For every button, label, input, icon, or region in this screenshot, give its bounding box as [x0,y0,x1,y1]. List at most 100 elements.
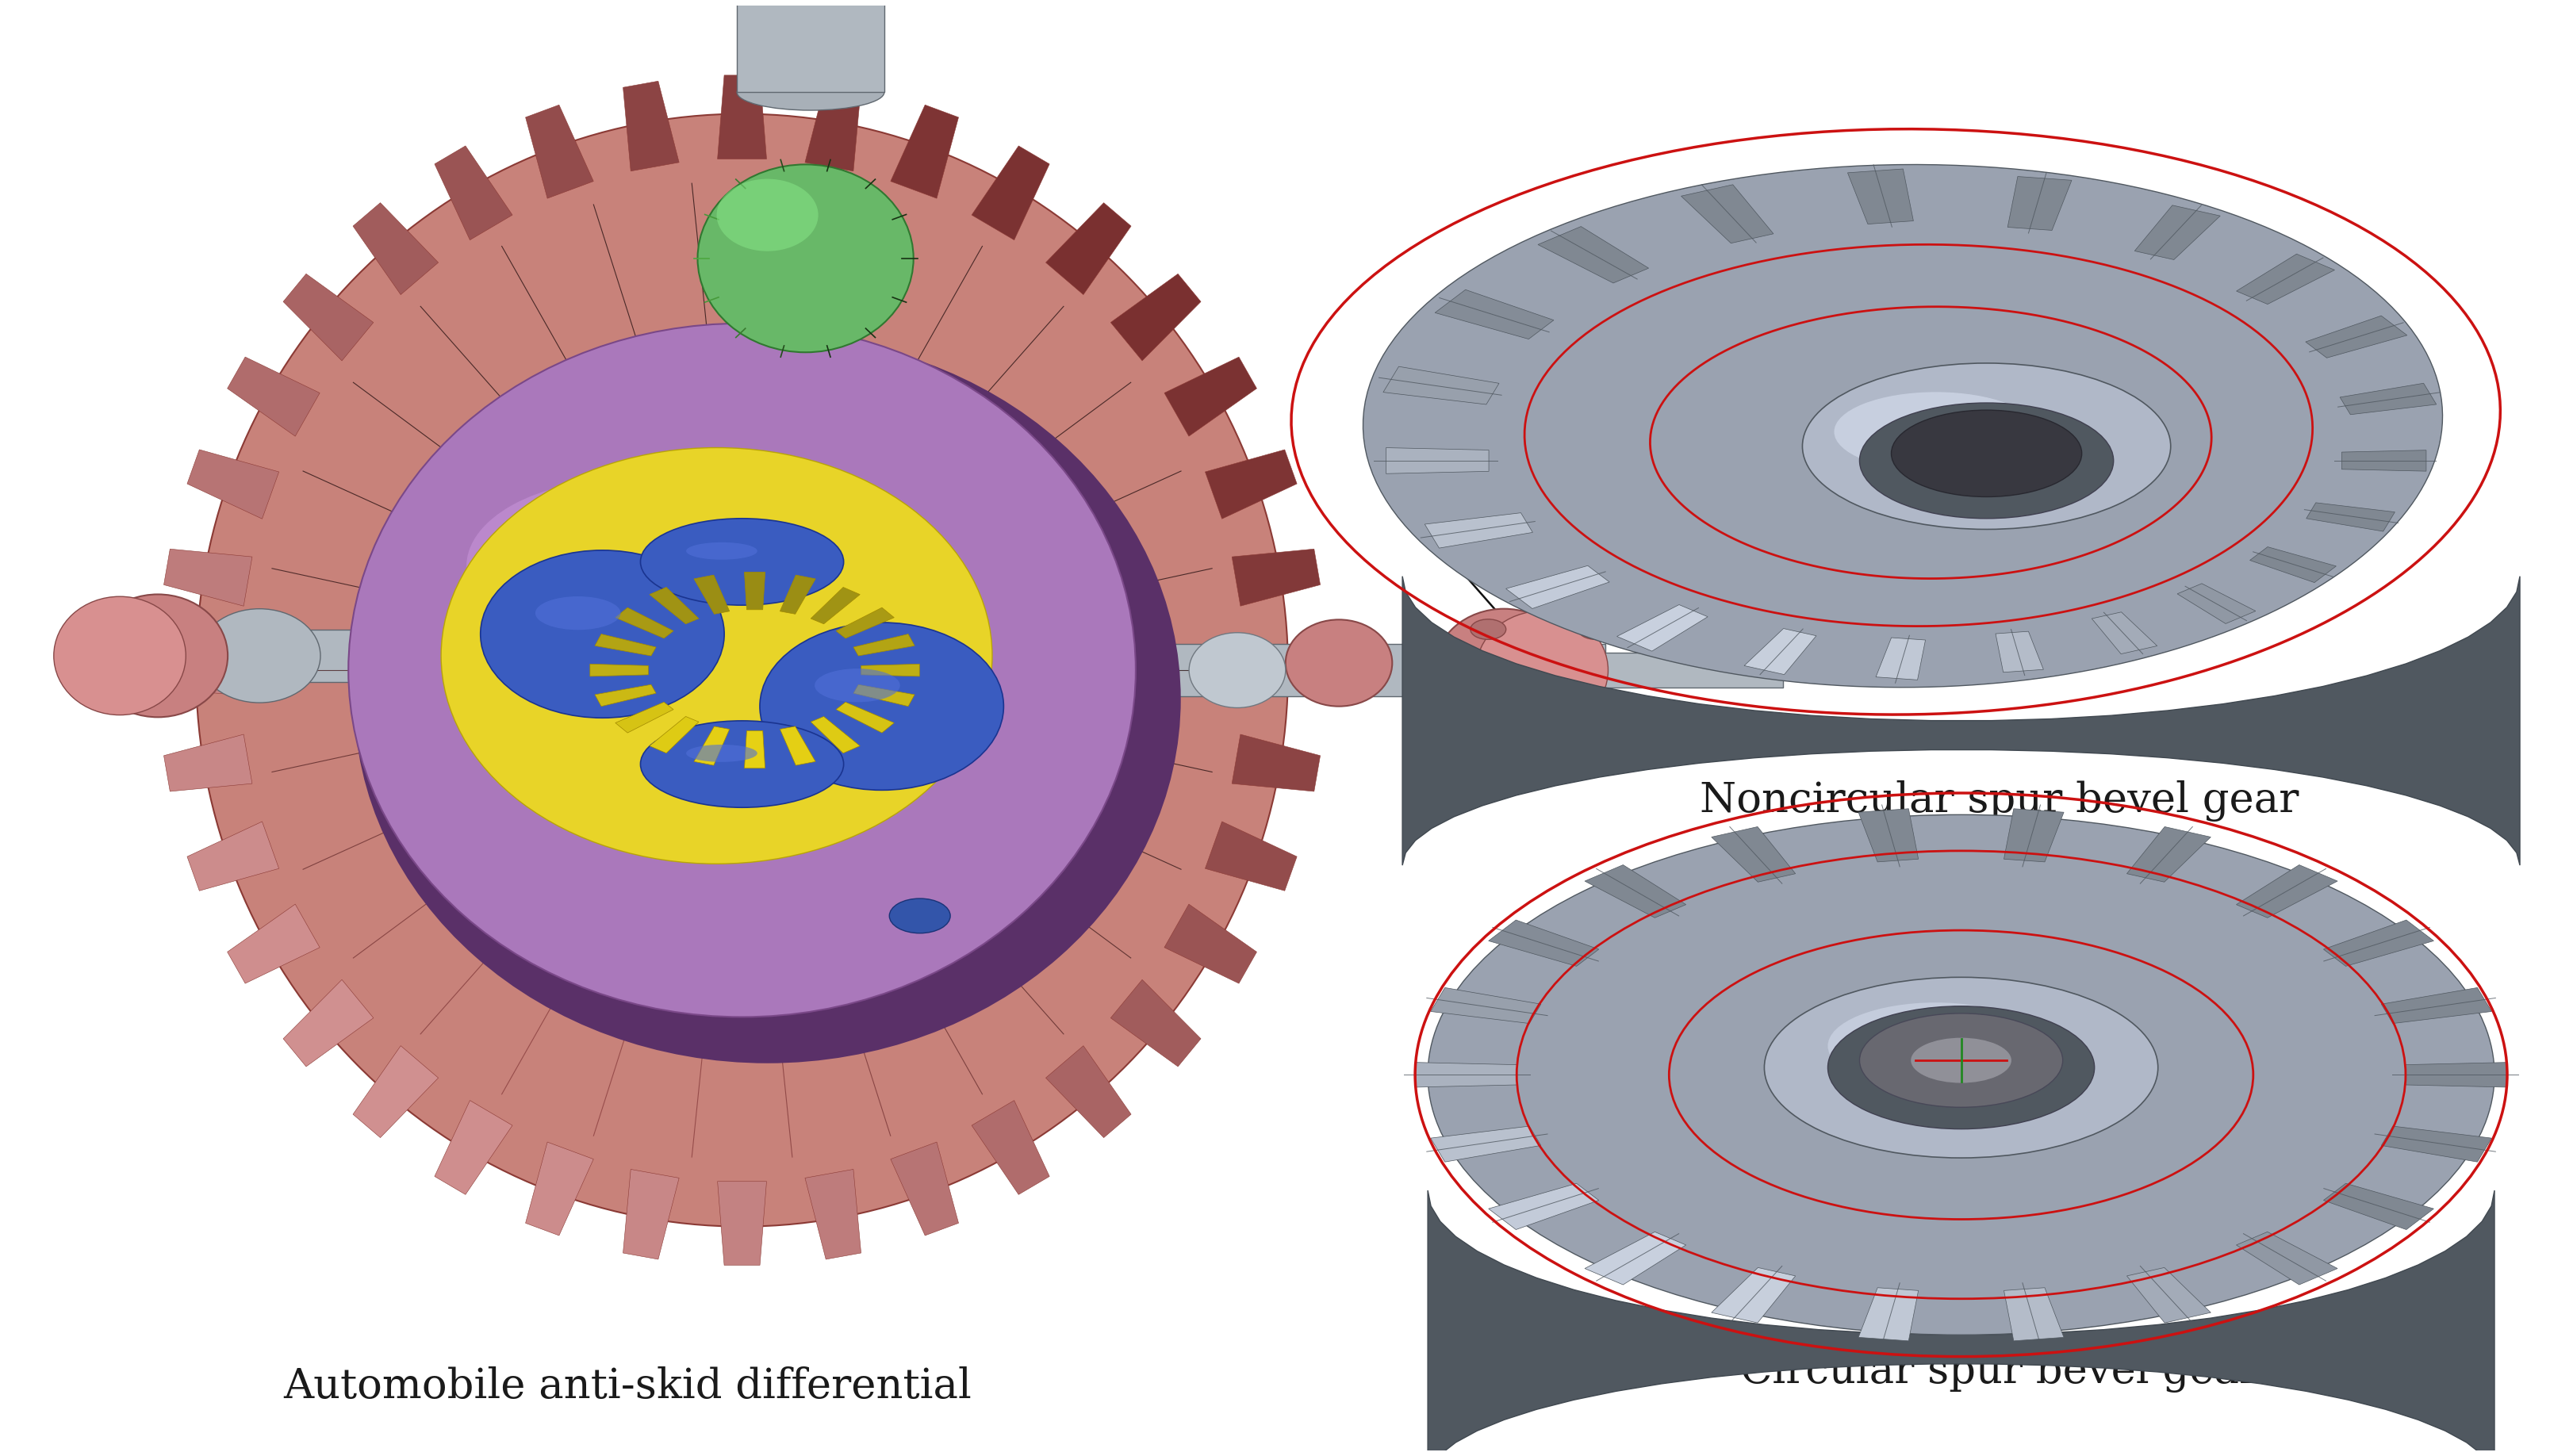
Polygon shape [1109,274,1201,361]
Polygon shape [1584,865,1686,917]
Ellipse shape [737,0,885,1]
Ellipse shape [536,597,620,630]
Polygon shape [352,202,439,294]
Polygon shape [227,904,319,983]
Polygon shape [1504,565,1609,609]
Polygon shape [717,1181,768,1265]
Polygon shape [1204,450,1295,518]
Polygon shape [2004,808,2063,862]
Polygon shape [1431,1125,1540,1162]
Polygon shape [434,146,513,240]
Polygon shape [694,727,729,766]
Polygon shape [1436,290,1553,339]
Ellipse shape [467,479,780,652]
Circle shape [1469,700,1504,721]
Polygon shape [650,716,699,753]
Ellipse shape [1828,1006,2094,1128]
Polygon shape [2236,865,2336,917]
Ellipse shape [1859,403,2114,518]
Polygon shape [594,684,655,706]
Polygon shape [1163,357,1257,437]
Polygon shape [745,731,765,769]
Polygon shape [1744,629,1816,674]
Ellipse shape [196,114,1288,1226]
Ellipse shape [640,518,844,606]
Polygon shape [1109,980,1201,1067]
Polygon shape [1680,185,1772,243]
Polygon shape [1489,920,1599,967]
Polygon shape [283,274,372,361]
Polygon shape [1489,1184,1599,1230]
Polygon shape [1046,202,1130,294]
Polygon shape [854,684,915,706]
Polygon shape [2007,176,2071,230]
Polygon shape [780,575,816,614]
Ellipse shape [1859,1013,2063,1108]
Polygon shape [745,572,765,610]
Polygon shape [1578,652,1782,687]
Polygon shape [717,76,768,159]
Ellipse shape [1828,1003,2043,1089]
Polygon shape [806,1169,862,1259]
Circle shape [890,898,951,933]
Polygon shape [2236,253,2333,304]
Ellipse shape [1910,1037,2012,1083]
Polygon shape [1232,549,1321,606]
Ellipse shape [349,323,1135,1016]
Polygon shape [2127,1268,2211,1324]
Polygon shape [145,630,411,681]
Polygon shape [1859,808,1918,862]
Ellipse shape [89,594,227,718]
Polygon shape [1232,734,1321,792]
Ellipse shape [1476,612,1606,729]
Polygon shape [2091,612,2157,654]
Circle shape [1578,700,1614,721]
Polygon shape [589,664,648,677]
Polygon shape [1163,904,1257,983]
Polygon shape [1415,1063,1517,1088]
Polygon shape [163,734,252,792]
Polygon shape [1204,821,1295,891]
Polygon shape [227,357,319,437]
Ellipse shape [686,744,757,761]
Ellipse shape [1803,363,2170,530]
Polygon shape [1859,1287,1918,1341]
Polygon shape [1403,577,2519,865]
Polygon shape [854,633,915,655]
Polygon shape [615,702,673,732]
Polygon shape [1617,604,1709,651]
Ellipse shape [717,179,819,250]
Ellipse shape [737,74,885,111]
Polygon shape [2249,547,2336,582]
Polygon shape [862,664,918,677]
Polygon shape [2004,1287,2063,1341]
Polygon shape [1431,987,1540,1024]
Polygon shape [163,549,252,606]
Circle shape [1469,619,1504,639]
Polygon shape [650,587,699,625]
Polygon shape [737,0,885,92]
Polygon shape [594,633,655,655]
Polygon shape [2323,1184,2433,1230]
Polygon shape [1846,169,1912,224]
Circle shape [1578,619,1614,639]
Ellipse shape [54,597,186,715]
Polygon shape [836,702,895,732]
Polygon shape [1425,513,1533,547]
Polygon shape [2405,1063,2507,1088]
Polygon shape [525,1142,594,1236]
Polygon shape [972,1101,1048,1194]
Polygon shape [1994,632,2043,673]
Polygon shape [806,82,862,172]
Polygon shape [780,727,816,766]
Polygon shape [1428,1191,2494,1456]
Polygon shape [2382,987,2491,1024]
Ellipse shape [640,721,844,808]
Ellipse shape [1285,620,1392,706]
Polygon shape [2236,1232,2336,1284]
Polygon shape [2382,1125,2491,1162]
Ellipse shape [813,668,900,702]
Polygon shape [811,587,859,625]
Polygon shape [2178,584,2254,623]
Polygon shape [186,821,278,891]
